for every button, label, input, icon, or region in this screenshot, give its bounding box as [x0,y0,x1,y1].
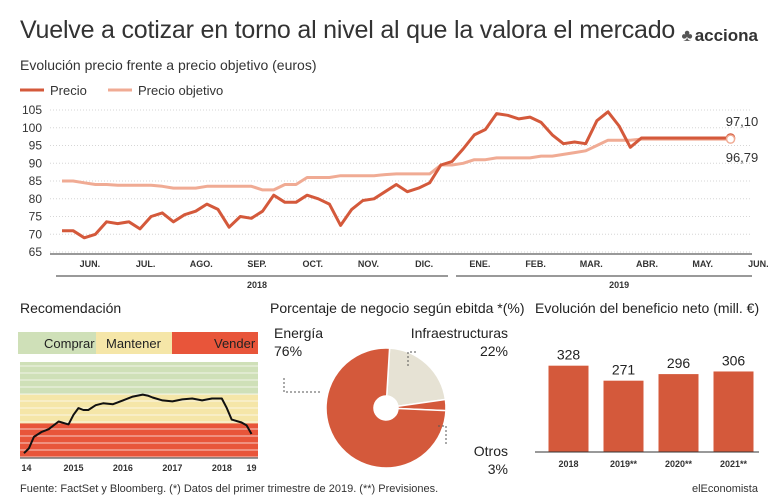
pie-leader-infra [407,351,416,366]
bar-value-label: 271 [612,362,636,378]
main-month-label: JUN. [80,259,101,269]
pie-slice-infra [385,347,447,408]
rec-x-tick-label: 2018 [212,463,232,473]
main-x-axis: JUN. JUL. AGO. SEP. OCT. NOV. DIC. ENE. FEB. MAR.… [50,253,769,290]
main-month-label: NOV. [358,259,379,269]
bar-category-label: 2021** [720,459,748,469]
year-label-2019: 2019 [609,280,629,290]
rec-x-tick-label: 2016 [113,463,133,473]
bar-value-label: 328 [557,347,581,363]
pie-title: Porcentaje de negocio según ebitda *(%) [270,300,525,316]
main-y-tick-label: 95 [29,139,43,153]
rec-band-mantener [96,332,172,354]
pie-value-energia: 76% [274,343,302,359]
main-month-label: ABR. [636,259,658,269]
rec-x-axis: 14 2015 2016 2017 2018 19 [20,457,258,473]
main-month-label: MAY. [692,259,713,269]
bar-title: Evolución del beneficio neto (mill. €) [535,300,760,316]
main-y-ticks: 65 70 75 80 85 90 95 100 105 [22,103,42,259]
bar-2021 [713,371,754,452]
bar-x-axis: 2018 2019** 2020** 2021** [535,451,759,469]
main-series [62,110,736,240]
rec-legend-mantener: Mantener [106,336,162,351]
bar-2020 [658,374,699,452]
bar-2019 [603,380,644,452]
main-y-tick-label: 80 [29,192,43,206]
main-y-tick-label: 65 [29,245,43,259]
main-gridlines [50,109,752,253]
tree-icon: ♣ [681,26,693,45]
main-month-label: DIC. [415,259,433,269]
year-label-2018: 2018 [247,280,267,290]
main-legend: Precio Precio objetivo [20,83,223,98]
pie-slice-energia [325,347,447,469]
bar-chart: 328 271 296 306 2018 2019** 2020** 2021** [535,347,759,469]
pie-leader-energia [283,378,322,393]
logo: ♣ acciona [682,26,758,46]
rec-x-tick-label: 2015 [63,463,83,473]
bar-category-label: 2020** [665,459,693,469]
legend-objetivo: Precio objetivo [138,83,223,98]
bar-value-label: 296 [667,355,691,371]
main-y-tick-label: 105 [22,103,42,117]
pie-slices [325,347,447,469]
logo-text: acciona [694,26,758,45]
bar-marks: 328 271 296 306 [548,347,754,452]
bar-category-label: 2018 [558,459,578,469]
end-label-objetivo: 97,10 [726,114,759,129]
rec-legend-vender: Vender [214,336,256,351]
main-y-tick-label: 90 [29,156,43,170]
bar-category-label: 2019** [610,459,638,469]
bar-2018 [548,365,589,452]
pie-label-energia: Energía [274,325,323,341]
pie-label-infra: Infraestructuras [411,325,508,341]
pie-leader-otros [438,425,447,444]
precio-line [62,110,731,240]
main-y-tick-label: 85 [29,174,43,188]
pie-chart: Energía 76% Infraestructuras 22% Otros 3… [274,325,508,477]
objetivo-line [62,137,731,192]
recommendation-chart: Comprar Mantener Vender 14 2015 2016 2017 20… [18,332,258,473]
rec-legend-comprar: Comprar [44,336,95,351]
footer-source: Fuente: FactSet y Bloomberg. (*) Datos d… [20,483,439,495]
main-month-label: SEP. [247,259,266,269]
pie-label-otros: Otros [474,443,508,459]
main-month-label: AGO. [190,259,213,269]
page-title: Vuelve a cotizar en torno al nivel al qu… [20,16,676,44]
rec-x-tick-label: 2017 [162,463,182,473]
rec-band-vender [172,332,258,354]
main-month-label: MAR. [580,259,603,269]
main-y-tick-label: 100 [22,121,42,135]
price-chart: Precio Precio objetivo 65 70 75 80 85 90 95 100… [20,83,769,290]
main-month-label: ENE. [469,259,490,269]
rec-consensus-line [23,393,253,454]
pie-value-otros: 3% [488,461,508,477]
rec-background [20,362,258,458]
footer-brand: elEconomista [691,483,758,495]
page-subtitle: Evolución precio frente a precio objetiv… [20,57,317,73]
recommendation-title: Recomendación [20,300,122,316]
rec-x-tick-label: 19 [247,463,257,473]
rec-line [23,393,253,454]
bar-value-label: 306 [722,352,746,368]
main-month-label: OCT. [302,259,323,269]
end-label-precio: 96,79 [726,150,759,165]
main-month-label: JUL. [136,259,156,269]
rec-zone-comprar [20,362,258,395]
main-month-label: JUN. [748,259,769,269]
legend-precio: Precio [50,83,87,98]
rec-x-tick-label: 14 [21,463,31,473]
main-month-label: FEB. [525,259,546,269]
main-y-tick-label: 70 [29,227,43,241]
objetivo-end-marker [725,134,736,144]
pie-value-infra: 22% [480,343,508,359]
main-y-tick-label: 75 [29,210,43,224]
